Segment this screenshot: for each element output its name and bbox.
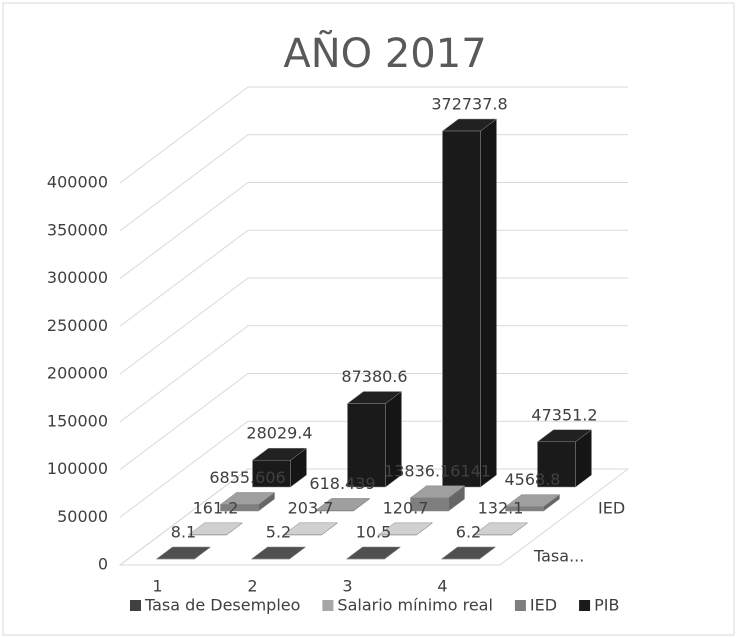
bar <box>315 510 354 512</box>
legend-label: Tasa de Desempleo <box>144 596 300 615</box>
bar <box>505 506 544 512</box>
y-tick-label: 50000 <box>57 507 108 526</box>
data-label: 618.439 <box>309 474 375 493</box>
bar <box>410 497 449 512</box>
data-label: 47351.2 <box>531 405 597 424</box>
chart-title: AÑO 2017 <box>283 29 486 77</box>
data-label: 6855.606 <box>209 468 285 487</box>
legend-swatch <box>322 600 334 611</box>
depth-label: IED <box>598 499 625 518</box>
data-label: 203.7 <box>288 498 334 517</box>
legend-swatch <box>514 600 526 611</box>
data-label: 372737.8 <box>431 95 507 114</box>
grid-line <box>119 182 628 279</box>
bar <box>220 504 259 512</box>
y-tick-label: 350000 <box>47 220 108 239</box>
bar <box>442 130 481 488</box>
data-label: 5.2 <box>266 522 291 541</box>
legend-swatch <box>130 600 141 611</box>
y-tick-label: 250000 <box>47 316 108 335</box>
data-label: 161.2 <box>193 498 239 517</box>
data-label: 120.7 <box>383 498 429 517</box>
y-tick-label: 300000 <box>47 268 108 287</box>
y-tick-label: 0 <box>98 555 108 574</box>
grid-line <box>119 373 628 470</box>
bar <box>347 403 386 488</box>
data-label: 28029.4 <box>246 424 312 443</box>
data-label: 10.5 <box>356 522 392 541</box>
grid-line <box>119 325 628 423</box>
y-tick-label: 100000 <box>47 459 108 478</box>
data-label: 6.2 <box>456 522 481 541</box>
y-tick-label: 200000 <box>47 364 108 383</box>
grid-line <box>119 420 628 518</box>
x-tick-label: 2 <box>247 577 257 596</box>
x-tick-label: 3 <box>342 577 352 596</box>
grid-line <box>119 277 628 375</box>
y-tick-label: 150000 <box>47 411 108 430</box>
data-label: 8.1 <box>171 522 196 541</box>
data-label: 132.1 <box>478 498 524 517</box>
grid-line <box>119 229 628 327</box>
x-tick-label: 1 <box>152 577 162 596</box>
y-tick-label: 400000 <box>47 173 108 192</box>
legend-label: IED <box>530 596 557 615</box>
data-label: 87380.6 <box>341 367 407 386</box>
data-label: 13836.16141 <box>384 461 491 480</box>
legend-label: PIB <box>594 596 619 615</box>
legend-label: Salario mínimo real <box>337 596 493 615</box>
data-label: 4568.8 <box>505 470 561 489</box>
x-tick-label: 4 <box>437 577 447 596</box>
bar <box>537 441 576 488</box>
bar <box>252 459 291 488</box>
grid-line <box>119 468 628 566</box>
legend-swatch <box>579 600 591 611</box>
grid-line <box>119 86 628 184</box>
bar-side <box>480 118 497 488</box>
grid-line <box>119 134 628 232</box>
depth-label: Tasa... <box>533 547 584 566</box>
